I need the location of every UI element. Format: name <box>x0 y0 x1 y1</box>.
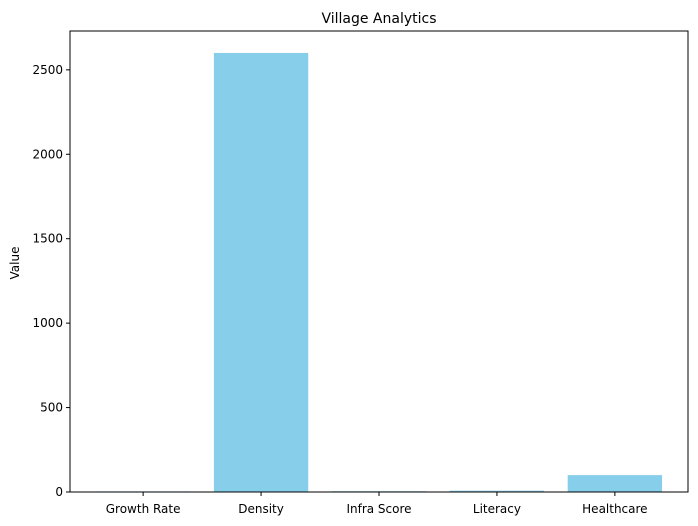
x-tick-label: Growth Rate <box>106 502 181 516</box>
bars-group <box>95 52 663 492</box>
x-axis-ticks: Growth Rate Density Infra Score Literacy Hea… <box>106 492 648 516</box>
y-tick-label: 1000 <box>32 316 63 330</box>
y-axis-label: Value <box>8 247 22 280</box>
bar-healthcare <box>567 475 663 492</box>
plot-frame <box>69 30 689 493</box>
y-tick-label: 0 <box>55 485 63 499</box>
x-tick-label: Healthcare <box>582 502 647 516</box>
y-tick-label: 2500 <box>32 63 63 77</box>
x-tick-label: Density <box>238 502 284 516</box>
x-tick-label: Infra Score <box>346 502 411 516</box>
y-tick-label: 2000 <box>32 147 63 161</box>
y-axis-ticks: 0 500 1000 1500 2000 2500 <box>32 63 70 499</box>
x-tick-label: Literacy <box>473 502 521 516</box>
y-tick-label: 500 <box>40 401 63 415</box>
chart-title: Village Analytics <box>321 11 436 27</box>
bar-density <box>213 52 309 492</box>
bar-literacy <box>449 490 545 492</box>
y-tick-label: 1500 <box>32 232 63 246</box>
